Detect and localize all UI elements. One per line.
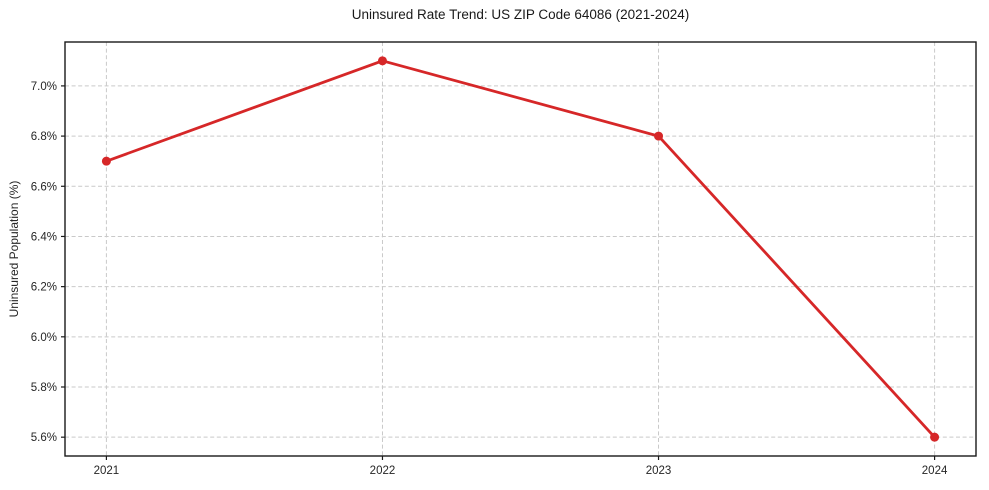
chart-title: Uninsured Rate Trend: US ZIP Code 64086 …	[351, 7, 690, 22]
y-tick-label: 6.4%	[31, 231, 57, 243]
y-tick-label: 5.6%	[31, 432, 57, 444]
data-point	[377, 56, 387, 66]
y-tick-label: 6.0%	[31, 332, 57, 344]
y-tick-label: 7.0%	[31, 81, 57, 93]
y-tick-label: 6.6%	[31, 181, 57, 193]
x-tick-label: 2021	[94, 465, 120, 477]
y-tick-label: 6.2%	[31, 282, 57, 294]
x-tick-label: 2024	[922, 465, 948, 477]
x-tick-label: 2023	[646, 465, 672, 477]
data-point	[101, 156, 111, 166]
data-point	[654, 131, 664, 141]
x-tick-label: 2022	[370, 465, 396, 477]
data-point	[930, 432, 940, 442]
y-tick-label: 6.8%	[31, 131, 57, 143]
y-tick-label: 5.8%	[31, 382, 57, 394]
trend-line	[105, 59, 936, 439]
plot-border	[64, 41, 977, 457]
